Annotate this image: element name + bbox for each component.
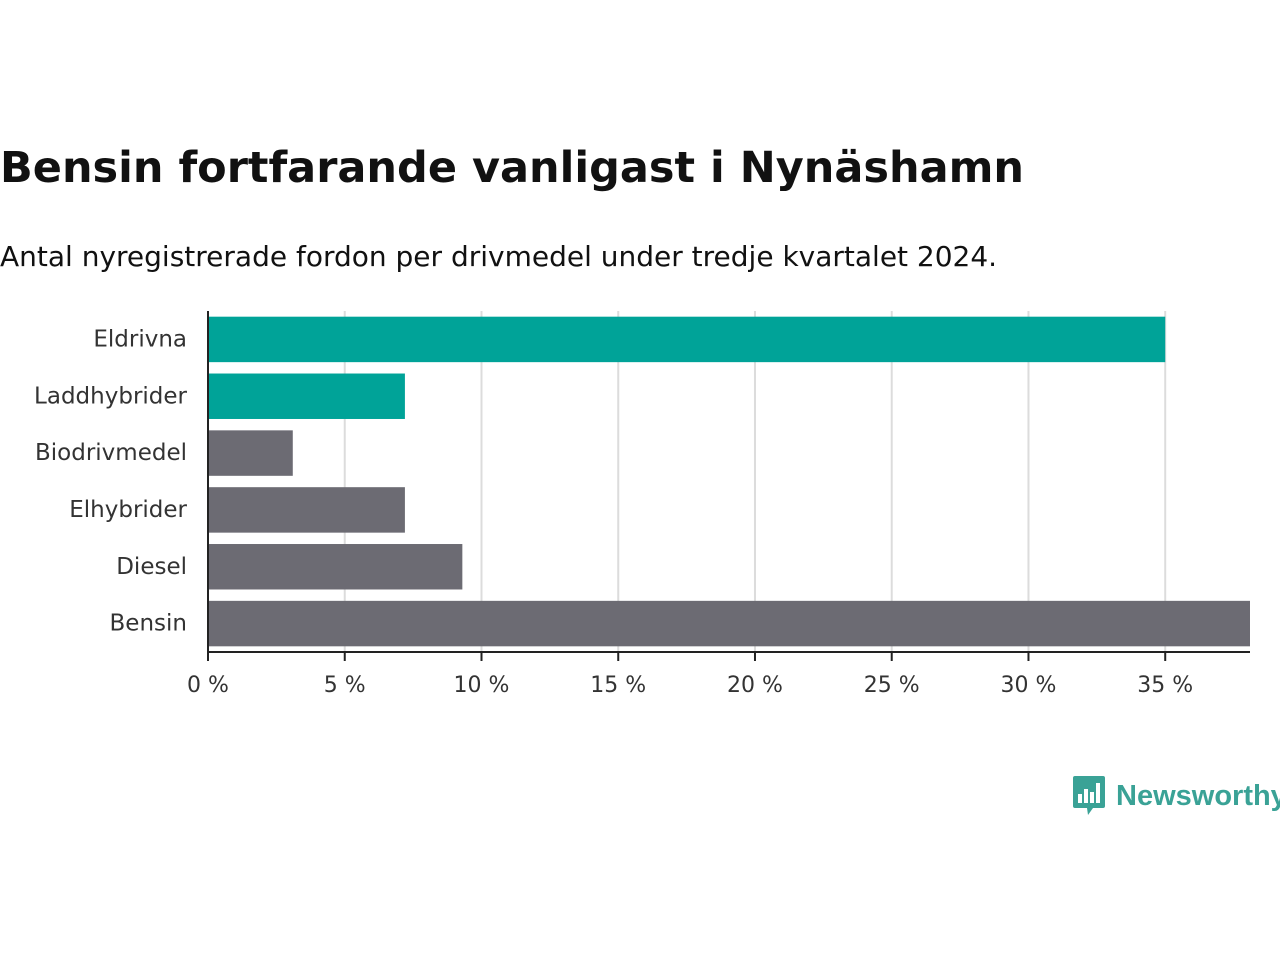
category-label-eldrivna: Eldrivna: [93, 326, 187, 352]
newsworthy-logo: Newsworthy: [1072, 774, 1280, 818]
x-tick-label-6: 30 %: [1001, 673, 1057, 698]
bar-laddhybrider: [208, 373, 405, 419]
x-tick-label-7: 35 %: [1137, 673, 1193, 698]
gridlines: [343, 311, 1167, 652]
x-tick-label-1: 5 %: [324, 673, 366, 698]
bar-chart-logo-icon: [1073, 776, 1105, 815]
x-tick-label-2: 10 %: [454, 673, 510, 698]
category-label-biodrivmedel: Biodrivmedel: [35, 440, 187, 466]
x-tick-label-3: 15 %: [590, 673, 646, 698]
category-label-bensin: Bensin: [110, 611, 187, 637]
x-tick-label-4: 20 %: [727, 673, 783, 698]
bar-diesel: [208, 544, 463, 590]
x-tick-label-5: 25 %: [864, 673, 920, 698]
bar-bensin: [208, 600, 1250, 647]
chart-title: Bensin fortfarande vanligast i Nynäshamn: [0, 143, 1025, 193]
category-label-elhybrider: Elhybrider: [69, 497, 187, 523]
bars: [208, 316, 1250, 647]
chart-subtitle: Antal nyregistrerade fordon per drivmede…: [0, 240, 998, 273]
bar-biodrivmedel: [208, 430, 293, 476]
bar-eldrivna: [208, 316, 1166, 363]
category-labels: Eldrivna Laddhybrider Biodrivmedel Elhybrid…: [34, 326, 187, 636]
x-tick-label-0: 0 %: [187, 673, 229, 698]
x-axis: 0 % 5 % 10 % 15 % 20 % 25 % 30 % 35 %: [187, 311, 1250, 698]
brand-name: Newsworthy: [1116, 779, 1280, 812]
category-label-diesel: Diesel: [116, 554, 187, 580]
bar-elhybrider: [208, 487, 405, 533]
category-label-laddhybrider: Laddhybrider: [34, 383, 187, 409]
